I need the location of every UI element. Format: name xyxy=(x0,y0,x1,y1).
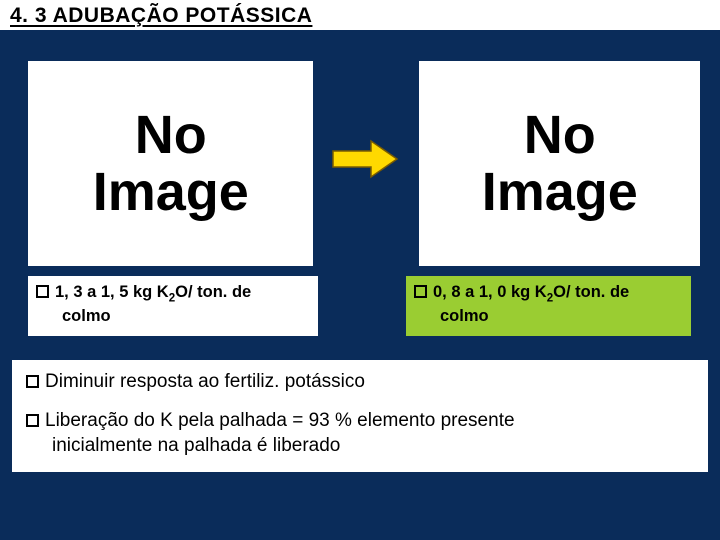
caption-left: 1, 3 a 1, 5 kg K2O/ ton. de colmo xyxy=(28,276,318,336)
bullet-square-icon xyxy=(36,285,49,298)
bullet-square-icon xyxy=(26,375,39,388)
caption-text: 0, 8 a 1, 0 kg K xyxy=(433,283,547,301)
bullet-text-line2: inicialmente na palhada é liberado xyxy=(26,434,694,459)
placeholder-text: Image xyxy=(482,164,638,221)
bullet-square-icon xyxy=(414,285,427,298)
slide-title: 4. 3 ADUBAÇÃO POTÁSSICA xyxy=(10,4,710,28)
caption-right: 0, 8 a 1, 0 kg K2O/ ton. de colmo xyxy=(406,276,691,336)
arrow-icon xyxy=(331,137,401,181)
placeholder-text: No xyxy=(524,107,596,164)
caption-line2: colmo xyxy=(36,306,310,327)
bullet-text: Liberação do K pela palhada = 93 % eleme… xyxy=(45,410,515,431)
title-bar: 4. 3 ADUBAÇÃO POTÁSSICA xyxy=(0,0,720,33)
bullet-square-icon xyxy=(26,414,39,427)
image-placeholder-left: No Image xyxy=(28,61,313,266)
placeholder-text: Image xyxy=(93,164,249,221)
placeholder-text: No xyxy=(135,107,207,164)
bullet-text: Diminuir resposta ao fertiliz. potássico xyxy=(45,371,365,392)
images-row: No Image No Image xyxy=(0,33,720,276)
caption-text: 1, 3 a 1, 5 kg K xyxy=(55,283,169,301)
bullet-item: Liberação do K pela palhada = 93 % eleme… xyxy=(26,409,694,458)
bullet-item: Diminuir resposta ao fertiliz. potássico xyxy=(26,370,694,395)
caption-text: O/ ton. de xyxy=(175,283,251,301)
caption-row: 1, 3 a 1, 5 kg K2O/ ton. de colmo 0, 8 a… xyxy=(0,276,720,336)
caption-line2: colmo xyxy=(414,306,683,327)
text-block: Diminuir resposta ao fertiliz. potássico… xyxy=(12,360,708,472)
caption-text: O/ ton. de xyxy=(553,283,629,301)
image-placeholder-right: No Image xyxy=(419,61,700,266)
